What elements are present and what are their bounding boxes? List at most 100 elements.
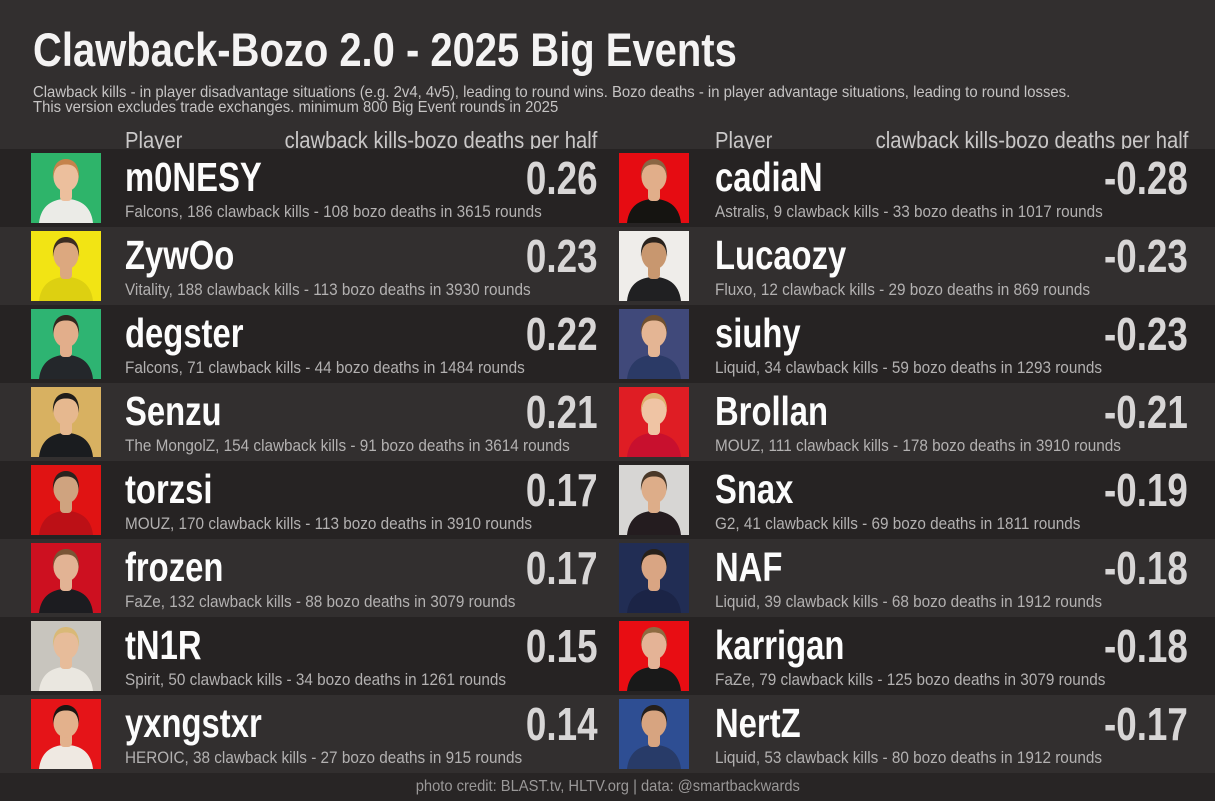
player-stat-value: -0.23 [1104, 308, 1188, 360]
footer-credit-text: photo credit: BLAST.tv, HLTV.org | data:… [415, 778, 800, 795]
player-cell: yxngstxr 0.14 HEROIC, 38 clawback kills … [0, 695, 608, 773]
player-stat-value: -0.18 [1104, 542, 1188, 594]
player-row: frozen 0.17 FaZe, 132 clawback kills - 8… [0, 539, 1215, 617]
player-detail: Liquid, 34 clawback kills - 59 bozo deat… [714, 358, 1102, 377]
column-header-player-left: Player [125, 127, 183, 153]
subtitle-line-2: This version excludes trade exchanges. m… [33, 99, 559, 116]
player-photo [31, 543, 101, 613]
subtitle-line-1: Clawback kills - in player disadvantage … [33, 84, 1071, 101]
player-cell: tN1R 0.15 Spirit, 50 clawback kills - 34… [0, 617, 608, 695]
page-title: Clawback-Bozo 2.0 - 2025 Big Events [33, 23, 737, 76]
player-name: degster [125, 310, 244, 356]
player-detail: Liquid, 53 clawback kills - 80 bozo deat… [714, 748, 1102, 767]
player-name: Lucaozy [714, 232, 846, 278]
player-avatar-icon [31, 153, 101, 223]
player-photo [618, 153, 689, 223]
player-cell: torzsi 0.17 MOUZ, 170 clawback kills - 1… [0, 461, 608, 539]
player-name: Brollan [714, 388, 828, 434]
player-stat-value: -0.21 [1104, 386, 1188, 438]
player-cell: karrigan -0.18 FaZe, 79 clawback kills -… [608, 617, 1215, 695]
player-photo [31, 309, 101, 379]
player-avatar-icon [31, 699, 101, 769]
player-cell: frozen 0.17 FaZe, 132 clawback kills - 8… [0, 539, 608, 617]
player-name: frozen [125, 544, 224, 590]
player-name: Senzu [125, 388, 222, 434]
player-name: NertZ [714, 700, 801, 746]
player-detail: Spirit, 50 clawback kills - 34 bozo deat… [125, 670, 507, 689]
player-name: karrigan [714, 622, 844, 668]
player-photo [31, 699, 101, 769]
player-photo [31, 153, 101, 223]
player-stat-value: -0.23 [1104, 230, 1188, 282]
column-header-player-right: Player [715, 127, 773, 153]
player-cell: siuhy -0.23 Liquid, 34 clawback kills - … [608, 305, 1215, 383]
player-avatar-icon [618, 699, 689, 769]
player-avatar-icon [31, 387, 101, 457]
player-detail: Astralis, 9 clawback kills - 33 bozo dea… [714, 202, 1103, 221]
footer-bar: photo credit: BLAST.tv, HLTV.org | data:… [0, 773, 1215, 801]
player-cell: Senzu 0.21 The MongolZ, 154 clawback kil… [0, 383, 608, 461]
player-row: tN1R 0.15 Spirit, 50 clawback kills - 34… [0, 617, 1215, 695]
player-stat-value: 0.14 [525, 698, 598, 750]
player-stat-value: -0.18 [1104, 620, 1188, 672]
player-detail: MOUZ, 170 clawback kills - 113 bozo deat… [125, 514, 533, 533]
player-photo [31, 387, 101, 457]
leaderboard-rows: m0NESY 0.26 Falcons, 186 clawback kills … [0, 149, 1215, 773]
player-avatar-icon [31, 231, 101, 301]
player-detail: Liquid, 39 clawback kills - 68 bozo deat… [714, 592, 1102, 611]
player-photo [31, 231, 101, 301]
player-stat-value: -0.19 [1104, 464, 1188, 516]
player-name: tN1R [125, 622, 202, 668]
player-avatar-icon [31, 621, 101, 691]
player-row: Senzu 0.21 The MongolZ, 154 clawback kil… [0, 383, 1215, 461]
player-avatar-icon [618, 387, 689, 457]
player-stat-value: 0.17 [525, 464, 598, 516]
player-name: Snax [714, 466, 793, 512]
player-photo [618, 387, 689, 457]
player-cell: Snax -0.19 G2, 41 clawback kills - 69 bo… [608, 461, 1215, 539]
player-detail: MOUZ, 111 clawback kills - 178 bozo deat… [714, 436, 1121, 455]
player-stat-value: 0.23 [525, 230, 598, 282]
player-stat-value: 0.21 [525, 386, 598, 438]
player-photo [618, 699, 689, 769]
column-header-stat-left: clawback kills-bozo deaths per half [284, 127, 597, 153]
player-detail: Vitality, 188 clawback kills - 113 bozo … [125, 280, 531, 299]
player-stat-value: -0.17 [1104, 698, 1188, 750]
player-avatar-icon [31, 309, 101, 379]
player-row: m0NESY 0.26 Falcons, 186 clawback kills … [0, 149, 1215, 227]
player-avatar-icon [618, 231, 689, 301]
player-row: yxngstxr 0.14 HEROIC, 38 clawback kills … [0, 695, 1215, 773]
player-avatar-icon [618, 309, 689, 379]
player-photo [31, 465, 101, 535]
player-cell: Lucaozy -0.23 Fluxo, 12 clawback kills -… [608, 227, 1215, 305]
player-stat-value: 0.15 [525, 620, 598, 672]
player-detail: G2, 41 clawback kills - 69 bozo deaths i… [714, 514, 1080, 533]
player-avatar-icon [31, 465, 101, 535]
player-detail: FaZe, 132 clawback kills - 88 bozo death… [125, 592, 516, 611]
player-cell: m0NESY 0.26 Falcons, 186 clawback kills … [0, 149, 608, 227]
player-photo [618, 621, 689, 691]
player-avatar-icon [618, 543, 689, 613]
player-avatar-icon [618, 153, 689, 223]
player-detail: Fluxo, 12 clawback kills - 29 bozo death… [714, 280, 1090, 299]
player-name: ZywOo [125, 232, 235, 278]
player-stat-value: -0.28 [1104, 152, 1188, 204]
player-cell: ZywOo 0.23 Vitality, 188 clawback kills … [0, 227, 608, 305]
player-cell: Brollan -0.21 MOUZ, 111 clawback kills -… [608, 383, 1215, 461]
player-name: cadiaN [714, 154, 823, 200]
player-detail: FaZe, 79 clawback kills - 125 bozo death… [714, 670, 1105, 689]
player-detail: HEROIC, 38 clawback kills - 27 bozo deat… [125, 748, 523, 767]
player-name: NAF [714, 544, 782, 590]
player-avatar-icon [31, 543, 101, 613]
player-name: m0NESY [125, 154, 262, 200]
player-cell: cadiaN -0.28 Astralis, 9 clawback kills … [608, 149, 1215, 227]
player-name: yxngstxr [125, 700, 262, 746]
player-avatar-icon [618, 465, 689, 535]
player-row: degster 0.22 Falcons, 71 clawback kills … [0, 305, 1215, 383]
player-name: siuhy [714, 310, 801, 356]
player-photo [618, 543, 689, 613]
player-cell: NertZ -0.17 Liquid, 53 clawback kills - … [608, 695, 1215, 773]
player-row: ZywOo 0.23 Vitality, 188 clawback kills … [0, 227, 1215, 305]
player-row: torzsi 0.17 MOUZ, 170 clawback kills - 1… [0, 461, 1215, 539]
